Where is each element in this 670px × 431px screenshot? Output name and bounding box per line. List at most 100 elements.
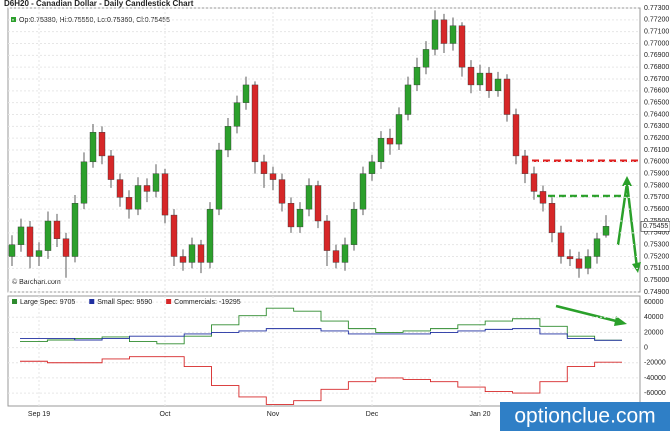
last-price-label: 0.75455 [643, 223, 668, 230]
candle-body [26, 226, 34, 257]
candle-body [440, 19, 448, 44]
candle-body [584, 256, 592, 269]
candle-body [422, 49, 430, 68]
y-tick-label: 0.75600 [644, 206, 669, 213]
cot-arrow [555, 304, 621, 324]
candle-body [323, 220, 331, 251]
candle-body [107, 155, 115, 180]
candle-body [359, 173, 367, 210]
ohlc-legend: Op:0.75380, Hi:0.75550, Lo:0.75360, Cl:0… [19, 17, 170, 24]
y-tick-label: -20000 [644, 360, 666, 367]
y-tick-label: 0.76800 [644, 64, 669, 71]
candle-body [224, 126, 232, 151]
candle-body [458, 25, 466, 68]
legend-label: Commercials: -19295 [174, 299, 241, 306]
candle-body [296, 208, 304, 228]
candle-body [62, 238, 70, 257]
candle-body [116, 179, 124, 198]
candle-body [530, 173, 538, 192]
plot: 0.77300 0.77200 0.77100 0.77000 0.76900 0.768… [8, 5, 670, 418]
candle-body [413, 66, 421, 86]
candle-body [566, 256, 574, 260]
candle-body [269, 173, 277, 180]
candle-body [125, 197, 133, 210]
candle-body [71, 203, 79, 257]
candle-body [251, 84, 259, 163]
candle-body [602, 226, 610, 236]
candle-body [431, 19, 439, 50]
candle-body [332, 250, 340, 263]
y-tick-label: 0.76900 [644, 52, 669, 59]
candle-body [8, 244, 16, 257]
legend-swatch [12, 299, 17, 304]
arrow-head [632, 262, 641, 273]
x-tick-label: Dec [366, 411, 379, 418]
y-tick-label: 0.75300 [644, 242, 669, 249]
candle-body [161, 173, 169, 216]
y-tick-label: 0.76700 [644, 76, 669, 83]
candle-body [575, 258, 583, 269]
candle-body [206, 208, 214, 263]
candle-body [278, 179, 286, 204]
y-tick-label: 60000 [644, 299, 664, 306]
candle-body [557, 232, 565, 257]
candle-body [503, 78, 511, 115]
cot-line [20, 328, 622, 341]
candle-body [476, 72, 484, 86]
candle-body [17, 226, 25, 245]
candle-body [80, 161, 88, 204]
y-tick-label: 0.75200 [644, 253, 669, 260]
candle-body [287, 203, 295, 228]
candle-body [242, 84, 250, 103]
candle-body [35, 250, 43, 257]
candle-body [305, 185, 313, 210]
x-tick-label: Sep 19 [28, 411, 50, 418]
y-tick-label: 0.76100 [644, 147, 669, 154]
y-tick-label: 0.75800 [644, 182, 669, 189]
arrow-head [622, 176, 632, 186]
y-tick-label: 0.76400 [644, 111, 669, 118]
y-tick-label: 0.75000 [644, 277, 669, 284]
last-price-box [640, 221, 670, 232]
candle-body [143, 185, 151, 192]
cot-panel [7, 295, 641, 407]
legend-swatch [166, 299, 172, 304]
candle-body [494, 78, 502, 92]
candle-body [134, 185, 142, 210]
y-tick-label: -40000 [644, 375, 666, 382]
candle-body [179, 256, 187, 263]
candle-body [98, 132, 106, 157]
source: © Barchart.com [12, 278, 61, 286]
candle-body [215, 149, 223, 210]
y-tick-label: 0.77000 [644, 40, 669, 47]
y-tick-label: 0.75100 [644, 265, 669, 272]
y-tick-label: 0.76300 [644, 123, 669, 130]
arrow-head [614, 316, 627, 326]
y-tick-label: 0.76500 [644, 100, 669, 107]
y-tick-label: -60000 [644, 390, 666, 397]
y-tick-label: 0.77300 [644, 5, 669, 12]
candle-body [89, 132, 97, 163]
watermark: optionclue.com [514, 405, 655, 428]
candle-body [44, 220, 52, 251]
x-tick-label: Jan 20 [469, 411, 490, 418]
candle-body [521, 155, 529, 174]
x-tick-label: Nov [267, 411, 280, 418]
y-tick-label: 0.76000 [644, 159, 669, 166]
candle-body [350, 208, 358, 245]
candle-body [539, 191, 547, 204]
watermark-box [500, 402, 670, 431]
y-tick-label: 0.77100 [644, 29, 669, 36]
y-tick-label: 20000 [644, 329, 664, 336]
candle-body [260, 161, 268, 174]
candle-body [395, 114, 403, 145]
y-tick-label: 0.76600 [644, 88, 669, 95]
legend-swatch [89, 299, 95, 304]
candle-body [467, 66, 475, 86]
candle-body [368, 161, 376, 174]
candle-body [386, 137, 394, 145]
cot-line [20, 356, 622, 405]
candle-body [377, 137, 385, 163]
y-tick-label: 0.75700 [644, 194, 669, 201]
